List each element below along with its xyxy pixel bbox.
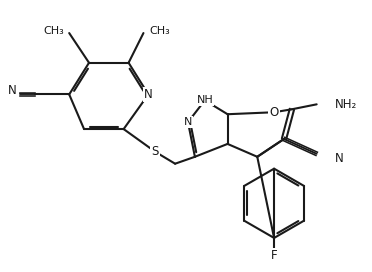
Text: N: N [7, 84, 16, 97]
Text: NH₂: NH₂ [334, 98, 357, 111]
Text: N: N [334, 152, 343, 165]
Text: N: N [184, 117, 192, 127]
Text: F: F [271, 249, 278, 262]
Text: NH: NH [196, 95, 213, 105]
Text: CH₃: CH₃ [43, 26, 64, 36]
Text: CH₃: CH₃ [149, 26, 170, 36]
Text: S: S [152, 145, 159, 158]
Text: O: O [269, 106, 279, 119]
Text: N: N [144, 88, 153, 101]
